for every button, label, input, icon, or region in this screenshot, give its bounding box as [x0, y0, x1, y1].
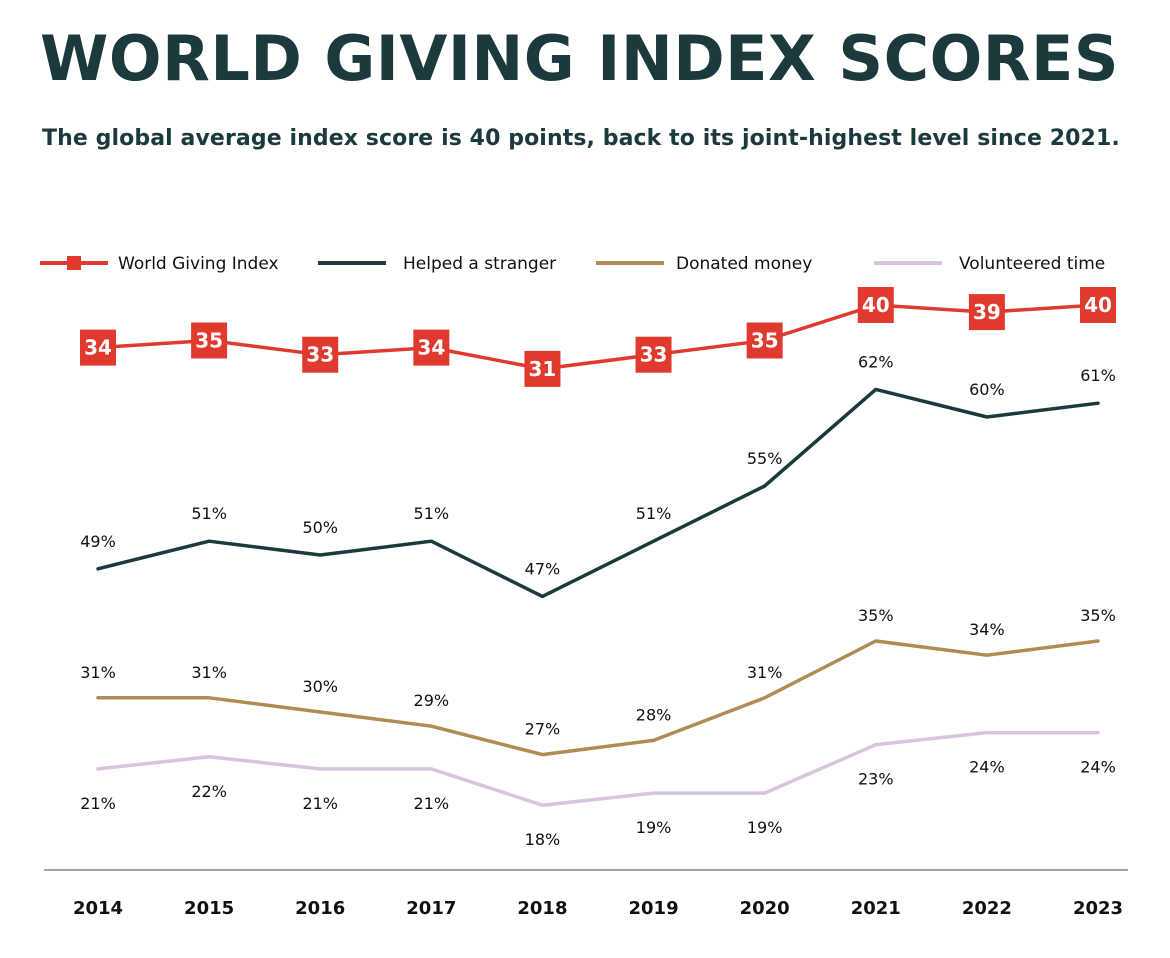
volunteered-data-label: 23% [858, 770, 894, 789]
wgi-data-label: 33 [640, 343, 668, 367]
wgi-data-label: 31 [529, 357, 557, 381]
volunteered-data-label: 22% [191, 782, 227, 801]
helped-data-label: 50% [302, 518, 338, 537]
legend-label-volunteered: Volunteered time [959, 254, 1105, 274]
wgi-marker [635, 336, 672, 373]
wgi-marker [80, 329, 116, 366]
volunteered-data-label: 19% [636, 818, 672, 837]
wgi-marker [524, 350, 561, 387]
donated-data-label: 30% [302, 677, 338, 696]
wgi-marker [191, 322, 228, 359]
x-tick-label: 2020 [740, 898, 790, 919]
wgi-data-label: 33 [306, 343, 334, 367]
helped-data-label: 51% [636, 504, 672, 523]
chart-subtitle: The global average index score is 40 poi… [42, 126, 1120, 151]
legend-label-helped: Helped a stranger [403, 254, 556, 274]
volunteered-data-label: 19% [747, 818, 783, 837]
wgi-data-label: 35 [195, 329, 223, 353]
wgi-marker [1080, 287, 1116, 323]
series-wgi: 34 35 33 34 31 33 35 40 39 40 [80, 287, 1116, 387]
donated-data-label: 29% [414, 691, 450, 710]
donated-data-label: 35% [1080, 606, 1116, 625]
helped-data-label: 60% [969, 380, 1005, 399]
helped-data-label: 51% [414, 504, 450, 523]
volunteered-data-label: 24% [969, 758, 1005, 777]
x-tick-label: 2018 [517, 898, 567, 919]
chart-title: WORLD GIVING INDEX SCORES [40, 22, 1120, 95]
x-tick-label: 2023 [1073, 898, 1123, 919]
volunteered-data-label: 21% [80, 794, 116, 813]
series-line-helped [96, 387, 1100, 599]
legend-label-donated: Donated money [676, 254, 812, 274]
x-tick-label: 2016 [295, 898, 345, 919]
helped-data-label: 47% [525, 559, 561, 578]
x-tick-label: 2022 [962, 898, 1012, 919]
volunteered-data-label: 21% [302, 794, 338, 813]
legend-label-wgi: World Giving Index [118, 254, 279, 274]
x-tick-label: 2021 [851, 898, 901, 919]
helped-data-label: 55% [747, 449, 783, 468]
x-tick-label: 2014 [73, 898, 123, 919]
wgi-data-label: 39 [973, 300, 1001, 324]
wgi-marker [746, 322, 783, 359]
donated-data-label: 35% [858, 606, 894, 625]
legend-item-wgi: World Giving Index [40, 254, 279, 274]
helped-data-label: 49% [80, 532, 116, 551]
series-donated: 31% 31% 30% 29% 27% 28% 31% 35% 34% 35% [80, 606, 1116, 757]
helped-data-label: 62% [858, 352, 894, 371]
wgi-marker [968, 294, 1005, 331]
legend-item-helped: Helped a stranger [318, 254, 556, 274]
series-volunteered: 21% 22% 21% 21% 18% 19% 19% 23% 24% 24% [80, 730, 1116, 849]
wgi-data-label: 34 [84, 336, 112, 360]
x-tick-label: 2015 [184, 898, 234, 919]
legend-item-donated: Donated money [596, 254, 812, 274]
wgi-data-label: 40 [862, 293, 890, 317]
helped-data-label: 51% [191, 504, 227, 523]
wgi-marker [857, 287, 894, 323]
donated-data-label: 31% [191, 663, 227, 682]
helped-data-label: 61% [1080, 366, 1116, 385]
donated-data-label: 34% [969, 620, 1005, 639]
wgi-marker [302, 336, 339, 373]
series-line-donated [96, 639, 1100, 757]
donated-data-label: 31% [747, 663, 783, 682]
wgi-data-label: 35 [751, 329, 779, 353]
donated-data-label: 28% [636, 705, 672, 724]
legend-item-volunteered: Volunteered time [874, 254, 1105, 274]
volunteered-data-label: 21% [414, 794, 450, 813]
volunteered-data-label: 24% [1080, 758, 1116, 777]
series-helped: 49% 51% 50% 51% 47% 51% 55% 62% 60% 61% [80, 352, 1116, 599]
x-tick-label: 2019 [629, 898, 679, 919]
wgi-marker [413, 329, 450, 366]
series-line-volunteered [96, 730, 1100, 807]
volunteered-data-label: 18% [525, 830, 561, 849]
wgi-data-label: 40 [1084, 293, 1112, 317]
series-line-wgi [96, 303, 1100, 371]
wgi-data-label: 34 [417, 336, 445, 360]
x-tick-label: 2017 [406, 898, 456, 919]
donated-data-label: 27% [525, 720, 561, 739]
donated-data-label: 31% [80, 663, 116, 682]
legend-marker-wgi [67, 256, 81, 270]
